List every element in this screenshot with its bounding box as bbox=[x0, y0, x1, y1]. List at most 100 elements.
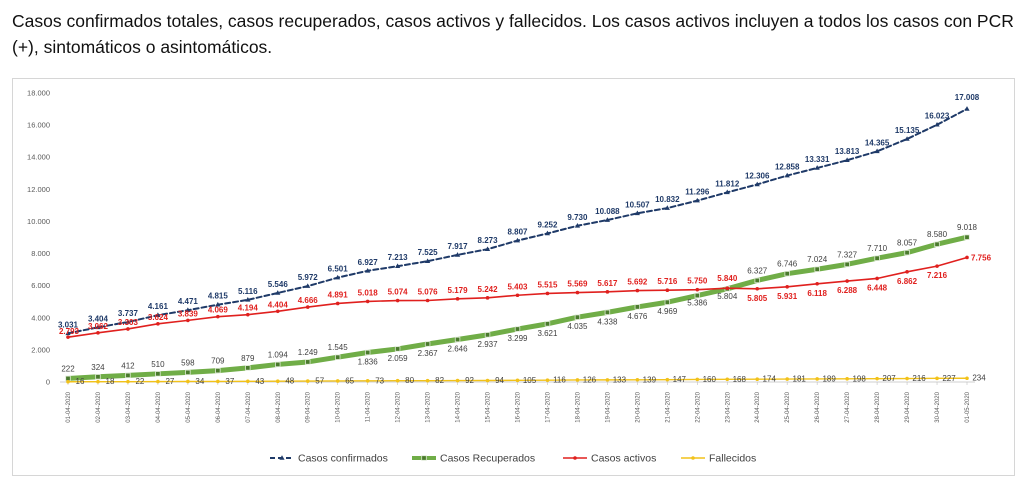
data-label-casos-recuperados: 5.804 bbox=[717, 292, 738, 301]
data-label-fallecidos: 80 bbox=[405, 376, 414, 385]
data-label-fallecidos: 73 bbox=[375, 376, 384, 385]
data-point-casos-activos bbox=[246, 312, 250, 317]
data-point-fallecidos bbox=[785, 377, 789, 381]
x-tick-label: 13-04-2020 bbox=[426, 391, 432, 422]
data-label-casos-confirmados: 11.296 bbox=[685, 188, 710, 197]
data-point-casos-activos bbox=[695, 287, 700, 292]
data-label-casos-recuperados: 7.327 bbox=[837, 250, 858, 259]
legend-marker-casos-activos bbox=[573, 456, 577, 460]
data-point-fallecidos bbox=[425, 378, 430, 383]
data-point-fallecidos bbox=[725, 377, 730, 382]
data-point-casos-activos bbox=[785, 284, 789, 289]
data-point-casos-confirmados bbox=[844, 157, 850, 163]
data-label-casos-confirmados: 17.008 bbox=[955, 93, 980, 102]
x-tick-label: 11-04-2020 bbox=[366, 391, 372, 422]
data-label-fallecidos: 216 bbox=[912, 374, 926, 383]
y-tick-label: 6.000 bbox=[31, 281, 50, 290]
data-label-fallecidos: 189 bbox=[822, 374, 836, 383]
data-point-casos-confirmados bbox=[574, 222, 581, 228]
legend-label-casos-activos: Casos activos bbox=[591, 453, 656, 465]
data-point-casos-recuperados bbox=[574, 314, 581, 320]
x-tick-label: 23-04-2020 bbox=[725, 391, 731, 422]
data-label-casos-activos: 2.793 bbox=[59, 327, 80, 336]
data-label-casos-activos: 3.303 bbox=[118, 318, 139, 327]
data-label-casos-confirmados: 8.807 bbox=[507, 228, 528, 237]
data-point-casos-confirmados bbox=[544, 230, 551, 236]
data-label-casos-activos: 5.076 bbox=[418, 288, 439, 297]
series-line-casos-confirmados bbox=[67, 107, 968, 335]
data-label-casos-activos: 5.716 bbox=[657, 277, 678, 286]
x-tick-label: 12-04-2020 bbox=[396, 391, 402, 422]
data-point-casos-recuperados bbox=[334, 354, 341, 360]
data-point-fallecidos bbox=[965, 376, 969, 381]
data-label-fallecidos: 160 bbox=[703, 375, 717, 384]
data-label-casos-confirmados: 12.858 bbox=[775, 163, 800, 172]
data-label-fallecidos: 116 bbox=[553, 376, 566, 385]
data-point-fallecidos bbox=[96, 379, 100, 384]
data-label-casos-confirmados: 6.501 bbox=[328, 265, 349, 274]
data-point-casos-recuperados bbox=[934, 241, 940, 247]
data-label-casos-confirmados: 13.813 bbox=[835, 147, 860, 156]
data-point-casos-recuperados bbox=[95, 374, 101, 380]
data-label-fallecidos: 48 bbox=[285, 377, 294, 386]
data-point-casos-recuperados bbox=[874, 255, 880, 261]
data-label-casos-activos: 4.069 bbox=[208, 306, 229, 315]
data-label-fallecidos: 82 bbox=[435, 376, 444, 385]
data-label-fallecidos: 174 bbox=[763, 375, 777, 384]
data-label-casos-activos: 5.569 bbox=[567, 280, 588, 289]
y-tick-label: 8.000 bbox=[31, 249, 50, 258]
data-point-fallecidos bbox=[246, 379, 250, 384]
data-label-casos-recuperados: 1.249 bbox=[298, 348, 319, 357]
data-label-casos-activos: 6.862 bbox=[897, 277, 918, 286]
x-tick-label: 18-04-2020 bbox=[575, 391, 581, 422]
data-label-casos-recuperados: 2.059 bbox=[388, 354, 409, 363]
data-label-casos-activos: 5.403 bbox=[507, 282, 528, 291]
data-point-fallecidos bbox=[66, 379, 70, 384]
y-tick-label: 2.000 bbox=[31, 345, 50, 354]
x-tick-label: 16-04-2020 bbox=[516, 391, 522, 422]
x-tick-label: 14-04-2020 bbox=[456, 391, 462, 422]
data-point-casos-recuperados bbox=[155, 371, 161, 377]
x-tick-label: 15-04-2020 bbox=[486, 391, 492, 422]
data-label-casos-confirmados: 4.161 bbox=[148, 302, 169, 311]
data-label-fallecidos: 65 bbox=[345, 376, 354, 385]
x-tick-label: 30-04-2020 bbox=[935, 391, 941, 422]
data-point-casos-recuperados bbox=[454, 336, 461, 343]
data-point-fallecidos bbox=[305, 379, 310, 383]
data-point-casos-recuperados bbox=[664, 299, 671, 305]
data-point-casos-recuperados bbox=[364, 349, 371, 356]
data-label-casos-confirmados: 3.404 bbox=[88, 314, 109, 323]
data-point-casos-activos bbox=[725, 286, 730, 291]
data-label-fallecidos: 34 bbox=[195, 377, 204, 386]
x-tick-label: 02-04-2020 bbox=[96, 391, 102, 422]
data-point-fallecidos bbox=[935, 376, 939, 381]
data-label-casos-recuperados: 3.299 bbox=[507, 334, 528, 343]
data-label-casos-confirmados: 5.116 bbox=[238, 287, 258, 296]
legend-marker-casos-confirmados bbox=[279, 455, 285, 460]
x-tick-label: 04-04-2020 bbox=[156, 391, 162, 422]
data-label-casos-recuperados: 8.580 bbox=[927, 230, 948, 239]
y-tick-label: 12.000 bbox=[27, 185, 50, 194]
data-point-casos-activos bbox=[575, 290, 580, 295]
data-label-casos-recuperados: 3.621 bbox=[537, 329, 558, 338]
data-label-casos-confirmados: 15.135 bbox=[895, 126, 920, 135]
data-label-casos-confirmados: 7.213 bbox=[388, 253, 409, 262]
data-label-casos-activos: 3.062 bbox=[88, 322, 109, 331]
data-point-fallecidos bbox=[395, 378, 400, 383]
data-point-casos-confirmados bbox=[425, 258, 431, 263]
data-point-fallecidos bbox=[156, 379, 160, 384]
data-label-casos-confirmados: 5.546 bbox=[268, 280, 289, 289]
data-label-casos-recuperados: 2.367 bbox=[418, 349, 439, 358]
data-point-fallecidos bbox=[845, 377, 849, 381]
data-point-fallecidos bbox=[365, 379, 370, 383]
data-label-casos-confirmados: 11.812 bbox=[715, 179, 740, 188]
data-point-casos-confirmados bbox=[155, 312, 161, 317]
data-label-casos-recuperados: 510 bbox=[151, 360, 165, 369]
data-label-fallecidos: 37 bbox=[225, 377, 234, 386]
data-label-casos-recuperados: 1.836 bbox=[358, 358, 379, 367]
data-label-casos-recuperados: 5.386 bbox=[687, 299, 708, 308]
data-point-casos-confirmados bbox=[664, 205, 670, 210]
chart-frame bbox=[12, 78, 1015, 476]
data-point-casos-confirmados bbox=[874, 148, 880, 154]
data-point-casos-activos bbox=[875, 276, 879, 281]
